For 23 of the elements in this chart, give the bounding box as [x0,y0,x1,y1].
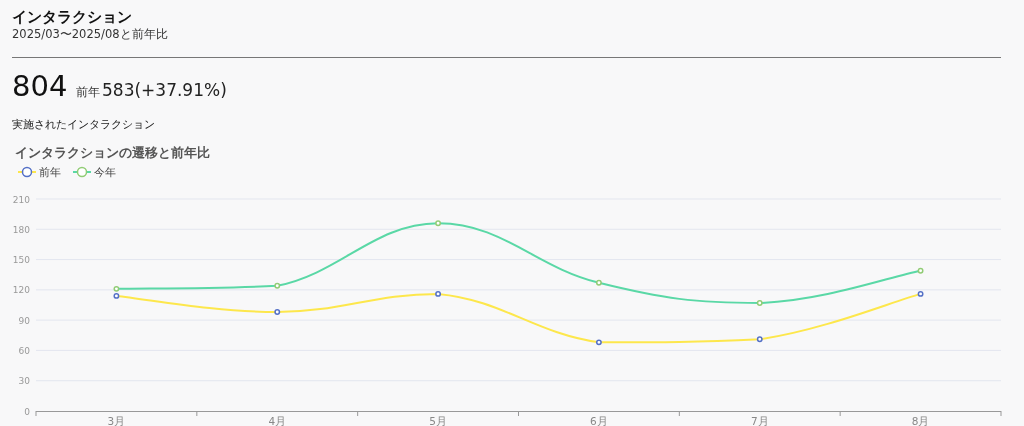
y-tick-label: 90 [18,315,31,326]
x-tick-label: 8月 [911,414,930,426]
chart-title: インタラクション [12,8,132,26]
x-tick-label: 5月 [429,414,447,426]
x-tick-label: 7月 [750,414,769,426]
x-tick-label: 6月 [590,414,608,426]
y-tick-label: 180 [12,224,31,235]
text: インタラクションの遷移と前年比 [15,145,210,160]
chart-subtitle: 2025/03〜2025/08と前年比 [12,27,168,41]
legend-label: 今年 [94,166,116,178]
y-tick-label: 150 [12,255,31,266]
y-tick-label: 210 [12,194,31,205]
y-tick-label: 120 [12,285,31,296]
text: 583(+37.91%) [102,80,227,100]
x-tick-label: 4月 [268,414,287,426]
y-tick-label: 0 [24,406,31,417]
x-tick-label: 3月 [107,414,126,426]
y-tick-label: 30 [18,376,31,387]
text: 804 [12,69,68,103]
text: 実施されたインタラクション [12,118,155,130]
legend-label: 前年 [39,166,61,178]
y-tick-label: 60 [18,345,31,356]
text: 前年 [76,85,100,99]
